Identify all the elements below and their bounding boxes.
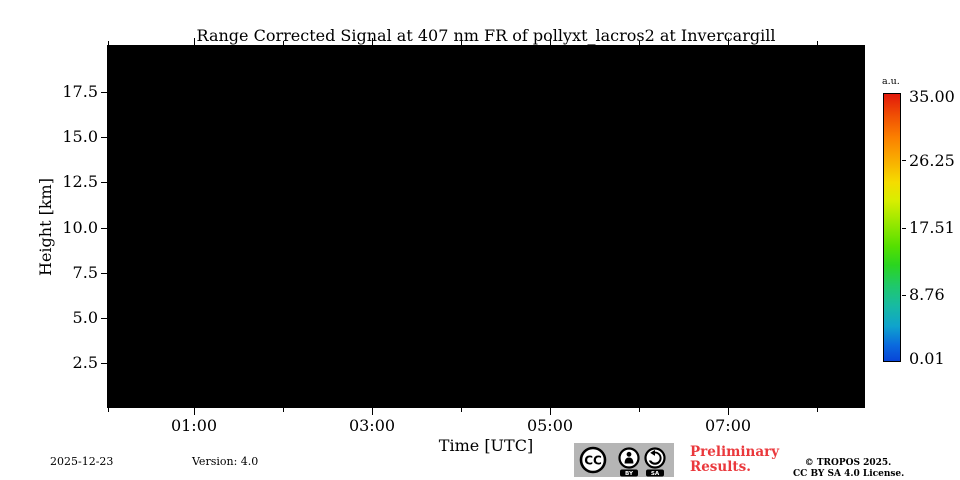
x-tick-mark — [194, 408, 196, 415]
footer-date: 2025-12-23 — [50, 455, 114, 468]
cc-by-sa-badge-graphic: CC BY SA — [574, 443, 674, 477]
colorbar-tick-label: 8.76 — [909, 285, 945, 304]
preliminary-line1: Preliminary — [690, 444, 780, 460]
colorbar-gradient — [883, 93, 901, 362]
x-tick-mark-top — [728, 38, 730, 45]
colorbar-tick-label: 26.25 — [909, 151, 955, 170]
x-tick-mark-top — [461, 41, 463, 45]
x-axis-label: Time [UTC] — [438, 436, 534, 455]
y-tick-label: 5.0 — [72, 308, 98, 327]
colorbar-tick-label: 0.01 — [909, 349, 945, 368]
copyright-note: © TROPOS 2025. CC BY SA 4.0 License. — [793, 458, 905, 479]
x-tick-mark-top — [639, 41, 641, 45]
x-tick-mark-top — [372, 38, 374, 45]
y-tick-label: 15.0 — [62, 127, 98, 146]
heatmap-plot-area — [107, 45, 865, 408]
x-tick-mark — [728, 408, 730, 415]
colorbar-tick-label: 35.00 — [909, 87, 955, 106]
y-tick-label: 2.5 — [72, 353, 98, 372]
x-tick-mark — [817, 408, 819, 412]
x-tick-mark — [461, 408, 463, 412]
y-tick-mark — [101, 182, 107, 184]
x-tick-mark-top — [817, 41, 819, 45]
y-tick-label: 17.5 — [62, 82, 98, 101]
plot-title: Range Corrected Signal at 407 nm FR of p… — [196, 26, 776, 45]
y-tick-label: 12.5 — [62, 172, 98, 191]
y-tick-mark — [101, 92, 107, 94]
y-tick-mark — [101, 137, 107, 139]
x-tick-mark-top — [194, 38, 196, 45]
copyright-line1: © TROPOS 2025. — [804, 458, 892, 468]
x-tick-mark — [550, 408, 552, 415]
y-tick-label: 10.0 — [62, 218, 98, 237]
preliminary-line2: Results. — [690, 459, 751, 475]
colorbar-tick-mark — [902, 160, 906, 162]
x-tick-label: 07:00 — [704, 416, 752, 435]
y-tick-mark — [101, 273, 107, 275]
y-tick-mark — [101, 228, 107, 230]
x-tick-mark — [108, 408, 110, 412]
y-tick-mark — [101, 363, 107, 365]
preliminary-results-note: Preliminary Results. — [690, 445, 779, 475]
y-tick-label: 7.5 — [72, 263, 98, 282]
x-tick-label: 05:00 — [526, 416, 574, 435]
cc-icon-text: CC — [584, 454, 602, 468]
x-tick-mark — [283, 408, 285, 412]
x-tick-mark — [639, 408, 641, 412]
colorbar-unit-label: a.u. — [882, 76, 900, 87]
x-tick-label: 01:00 — [170, 416, 218, 435]
y-tick-mark — [101, 318, 107, 320]
colorbar-tick-mark — [902, 295, 906, 297]
x-tick-mark-top — [550, 38, 552, 45]
x-tick-mark — [372, 408, 374, 415]
footer-version: Version: 4.0 — [192, 455, 259, 468]
x-tick-label: 03:00 — [348, 416, 396, 435]
x-tick-mark-top — [108, 41, 110, 45]
x-tick-mark-top — [283, 41, 285, 45]
by-pill-text: BY — [625, 471, 634, 477]
colorbar-tick-label: 17.51 — [909, 218, 955, 237]
cc-by-sa-badge: CC BY SA — [574, 443, 674, 477]
colorbar-tick-mark — [902, 228, 906, 230]
sa-pill-text: SA — [651, 471, 660, 477]
copyright-line2: CC BY SA 4.0 License. — [793, 468, 905, 479]
cc-icon — [579, 446, 607, 474]
